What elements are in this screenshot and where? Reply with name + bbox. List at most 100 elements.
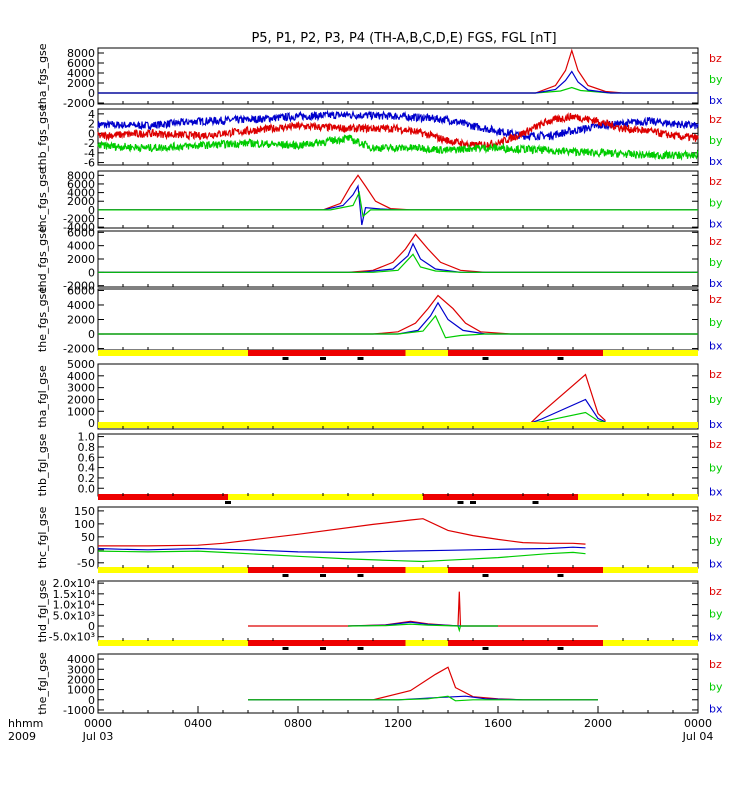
y-tick-label: 0	[88, 620, 95, 633]
mode-bar	[98, 350, 698, 360]
panel-frame	[97, 288, 699, 351]
mode-bar-tick	[357, 647, 364, 650]
series-by-line	[248, 695, 598, 702]
y-tick-label: 1.0x10⁴	[53, 599, 96, 612]
y-tick-label: 3000	[67, 382, 95, 395]
legend-bz: bz	[709, 511, 722, 524]
x-tick-label: 0000	[684, 717, 712, 730]
mode-bar-tick	[532, 501, 539, 504]
mode-bar-tick	[557, 574, 564, 577]
mode-bar-segment-red	[248, 567, 406, 573]
y-tick-label: 0	[88, 694, 95, 707]
legend-bx: bx	[709, 94, 723, 107]
mode-bars-group	[98, 350, 698, 650]
legend-bx: bx	[709, 277, 723, 290]
y-tick-label: 0	[88, 127, 95, 140]
mode-bar-segment-yellow	[98, 422, 698, 428]
mode-bar	[98, 567, 698, 577]
y-tick-label: 0	[88, 204, 95, 217]
mode-bar-segment-red	[248, 640, 406, 646]
legend-by: by	[709, 462, 723, 475]
panel-frame	[97, 363, 699, 430]
mode-bar-tick	[557, 647, 564, 650]
series-bz-line	[97, 112, 699, 150]
y-tick-label: 4000	[67, 187, 95, 200]
mode-bar-segment-yellow	[98, 567, 248, 573]
panel-frame	[97, 580, 699, 642]
y-tick-label: 2000	[67, 253, 95, 266]
legend-bz: bz	[709, 585, 722, 598]
mode-bar-tick	[225, 501, 231, 504]
legend-bz: bz	[709, 368, 722, 381]
mode-bar-segment-yellow	[228, 494, 423, 500]
legend-bz: bz	[709, 235, 722, 248]
y-tick-label: 0	[88, 266, 95, 279]
mode-bar-tick	[282, 647, 289, 650]
series-by-line	[97, 550, 586, 563]
series-bx-line	[98, 242, 698, 273]
mode-bar-segment-yellow	[405, 350, 448, 356]
series-by-line	[97, 134, 699, 161]
series-bx-line	[473, 398, 606, 424]
mode-bar-segment-red	[448, 350, 603, 356]
legend-bz: bz	[709, 658, 722, 671]
series-bx-line	[98, 70, 698, 94]
x-tick-date: Jul 04	[682, 730, 714, 743]
y-tick-label: 50	[81, 531, 95, 544]
mode-bar-segment-red	[248, 350, 406, 356]
mode-bar	[98, 494, 698, 504]
mode-bar-segment-yellow	[603, 567, 698, 573]
mode-bar-tick	[470, 501, 476, 504]
mode-bar-segment-yellow	[405, 567, 448, 573]
mode-bar-segment-yellow	[98, 640, 248, 646]
x-axis-label-hhmm: hhmm	[8, 717, 43, 730]
panel-ylabel: tha_fgl_gse	[36, 365, 49, 428]
legend-by: by	[709, 680, 723, 693]
y-tick-label: -6	[84, 157, 95, 170]
mode-bar	[98, 422, 698, 428]
series-bz-line	[98, 294, 698, 335]
series-bz-line	[248, 591, 598, 627]
mode-bar-segment-yellow	[603, 350, 698, 356]
y-tick-label: 2000	[67, 195, 95, 208]
y-tick-label: 2000	[67, 314, 95, 327]
series-bx-line	[98, 184, 698, 226]
mode-bar-segment-yellow	[603, 640, 698, 646]
series-by-line	[98, 190, 698, 218]
y-tick-label: -4000	[63, 221, 95, 234]
series-bz-line	[98, 518, 586, 547]
series-bz-line	[248, 666, 598, 701]
y-tick-label: 0.0	[78, 482, 96, 495]
panel-thd_fgl_gse: 2.0x10⁴1.5x10⁴1.0x10⁴5.0x10³0-5.0x10³thd…	[36, 577, 723, 644]
legend-bx: bx	[709, 218, 723, 231]
mode-bar-tick	[320, 647, 326, 650]
mode-bar-segment-red	[448, 640, 603, 646]
y-tick-label: -5.0x10³	[49, 631, 95, 644]
mode-bar-tick	[482, 647, 489, 650]
y-tick-label: 1000	[67, 405, 95, 418]
y-tick-label: 4000	[67, 370, 95, 383]
series-by-line	[98, 253, 698, 273]
x-tick-label: 0000	[84, 717, 112, 730]
x-tick-label: 1600	[484, 717, 512, 730]
x-tick-label: 0400	[184, 717, 212, 730]
legend-by: by	[709, 608, 723, 621]
y-tick-label: 1.5x10⁴	[53, 588, 96, 601]
panel-ylabel: thc_fgs_gse	[36, 167, 49, 232]
mode-bar-tick	[457, 501, 464, 504]
legend-by: by	[709, 134, 723, 147]
y-tick-label: -50	[77, 557, 95, 570]
panel-frame	[97, 506, 699, 569]
mode-bar-tick	[357, 357, 364, 360]
panel-ylabel: the_fgl_gse	[36, 652, 49, 715]
legend-bx: bx	[709, 339, 723, 352]
y-tick-label: 4000	[67, 653, 95, 666]
legend-by: by	[709, 256, 723, 269]
series-bz-line	[98, 174, 698, 211]
